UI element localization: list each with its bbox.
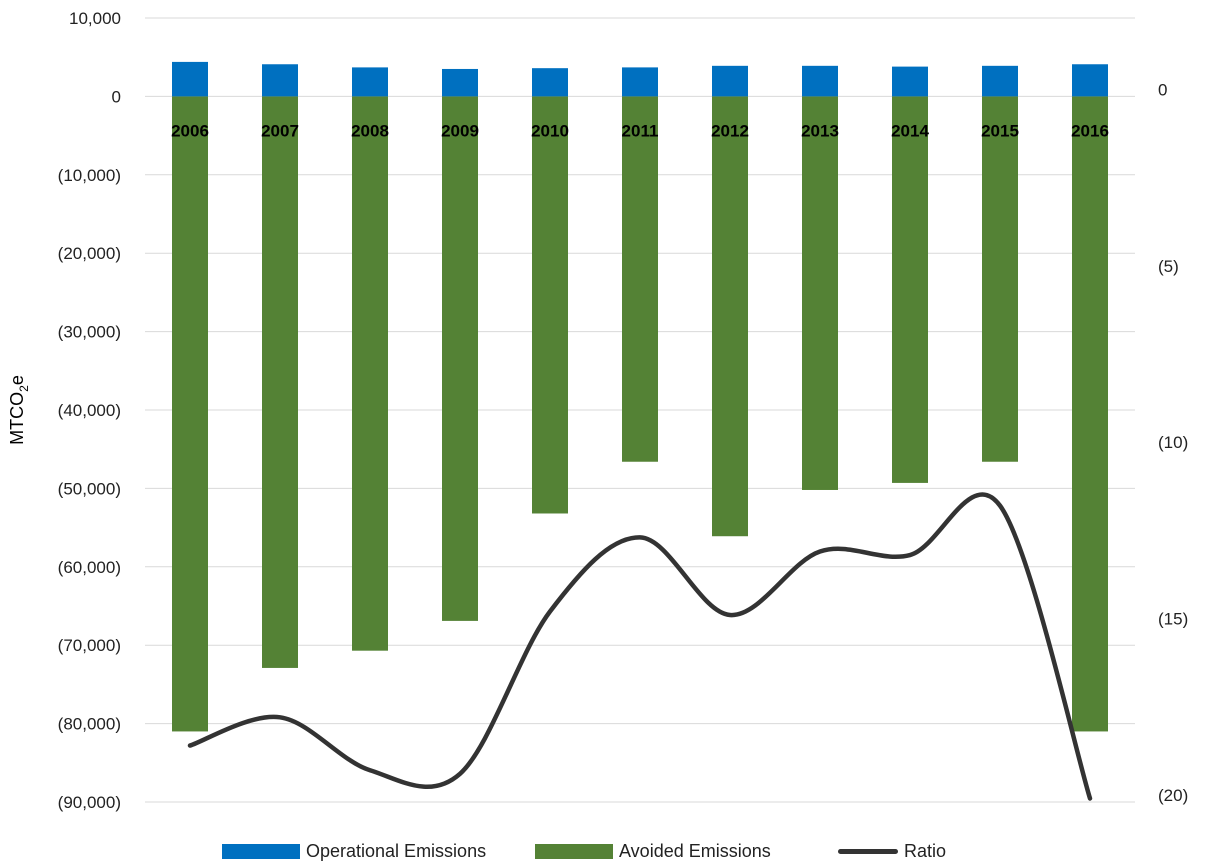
operational-emissions-bar-2006 (172, 61, 208, 97)
category-label: 2012 (711, 121, 749, 140)
category-label: 2009 (441, 121, 479, 140)
avoided-emissions-swatch (535, 843, 613, 859)
category-label: 2007 (261, 121, 299, 140)
operational-emissions-bar-2008 (352, 67, 388, 97)
category-label: 2010 (531, 121, 569, 140)
avoided-emissions-bar-2011 (622, 96, 658, 462)
operational-emissions-swatch (222, 843, 300, 859)
category-label: 2016 (1071, 121, 1109, 140)
category-label: 2013 (801, 121, 839, 140)
y-tick-label: 10,000 (69, 9, 121, 28)
operational-emissions-bar-2013 (802, 65, 838, 97)
avoided-emissions-bar-2006 (172, 96, 208, 732)
ratio-line-series (187, 492, 1093, 801)
legend: Operational Emissions Avoided Emissions … (0, 838, 1207, 864)
y-tick-label: (80,000) (58, 715, 121, 734)
avoided-emissions-bar-2013 (802, 96, 838, 490)
y-tick-label: (10,000) (58, 166, 121, 185)
category-labels: 2006 2007 2008 2009 2010 2011 2012 2013 2014 2015… (171, 121, 1109, 140)
y-tick-label: (50,000) (58, 479, 121, 498)
category-label: 2014 (891, 121, 929, 140)
y-tick-label: (60,000) (58, 558, 121, 577)
operational-emissions-bar-2009 (442, 68, 478, 97)
category-label: 2008 (351, 121, 389, 140)
ratio-line (187, 492, 1093, 801)
category-label: 2006 (171, 121, 209, 140)
avoided-emissions-bar-2016 (1072, 96, 1108, 732)
legend-label-ratio: Ratio (904, 840, 947, 861)
avoided-emissions-bar-2012 (712, 96, 748, 537)
operational-emissions-bar-2007 (262, 64, 298, 97)
y-tick-label: (40,000) (58, 401, 121, 420)
operational-emissions-bar-2011 (622, 67, 658, 97)
legend-label-avoided-emissions: Avoided Emissions (619, 840, 771, 861)
avoided-emissions-bar-2009 (442, 96, 478, 621)
avoided-emissions-bars (172, 96, 1108, 732)
avoided-emissions-bar-2008 (352, 96, 388, 651)
avoided-emissions-bar-2015 (982, 96, 1018, 462)
y2-tick-label: (5) (1158, 257, 1179, 276)
legend-item-ratio: Ratio (838, 838, 946, 864)
category-label: 2015 (981, 121, 1019, 140)
legend-label-operational-emissions: Operational Emissions (306, 840, 487, 861)
y-tick-label: (30,000) (58, 323, 121, 342)
y2-tick-label: 0 (1158, 80, 1167, 99)
avoided-emissions-bar-2010 (532, 96, 568, 514)
avoided-emissions-bar-2007 (262, 96, 298, 668)
y2-tick-label: (10) (1158, 433, 1188, 452)
y-tick-label: (20,000) (58, 244, 121, 263)
y-tick-label: (90,000) (58, 793, 121, 812)
legend-item-operational-emissions: Operational Emissions (222, 838, 486, 864)
operational-emissions-bar-2010 (532, 68, 568, 97)
operational-emissions-bar-2016 (1072, 64, 1108, 97)
y-tick-label: 0 (112, 87, 121, 106)
y2-tick-label: (15) (1158, 610, 1188, 629)
operational-emissions-bars (172, 61, 1108, 97)
y-tick-label: (70,000) (58, 636, 121, 655)
y-axis-label: MTCO2e (7, 375, 31, 445)
operational-emissions-bar-2014 (892, 66, 928, 97)
avoided-emissions-bar-2014 (892, 96, 928, 483)
category-label: 2011 (622, 121, 659, 140)
y2-tick-label: (20) (1158, 786, 1188, 805)
operational-emissions-bar-2012 (712, 65, 748, 97)
legend-item-avoided-emissions: Avoided Emissions (535, 838, 771, 864)
y-axis-left-ticks: 10,000 0 (10,000) (20,000) (30,000) (40,000) (… (58, 9, 121, 812)
y-axis-right-ticks: 0 (5) (10) (15) (20) (1158, 80, 1188, 805)
operational-emissions-bar-2015 (982, 65, 1018, 97)
ratio-swatch (838, 848, 898, 854)
